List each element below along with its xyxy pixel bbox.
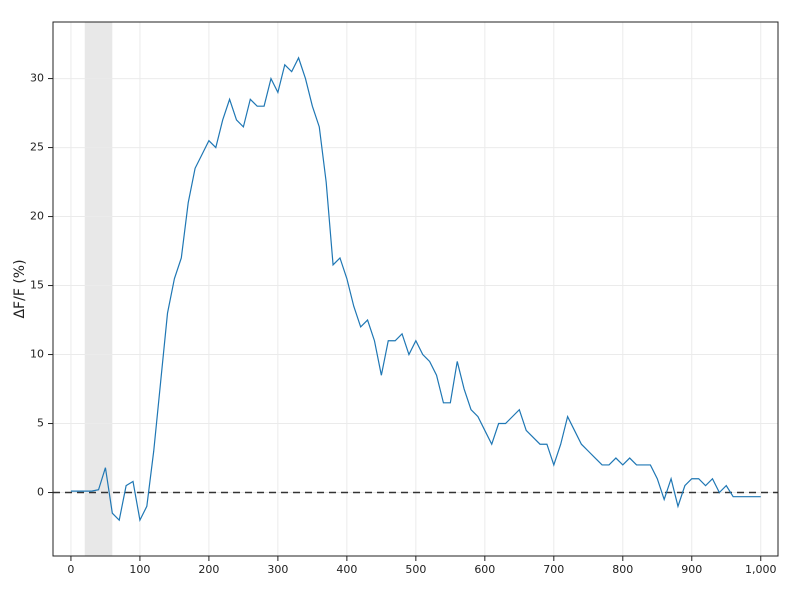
x-tick-label: 400 xyxy=(336,563,357,576)
y-tick-label: 0 xyxy=(37,486,44,499)
stimulus-span xyxy=(84,22,113,556)
x-tick-label: 500 xyxy=(405,563,426,576)
y-tick-label: 10 xyxy=(30,348,44,361)
y-tick-label: 30 xyxy=(30,72,44,85)
x-tick-label: 600 xyxy=(474,563,495,576)
x-tick-label: 900 xyxy=(681,563,702,576)
x-tick-label: 300 xyxy=(267,563,288,576)
y-axis-label: ΔF/F (%) xyxy=(12,259,28,318)
x-tick-label: 800 xyxy=(612,563,633,576)
data-line xyxy=(70,56,761,523)
y-tick-label: 15 xyxy=(30,279,44,292)
x-tick-label: 0 xyxy=(67,563,74,576)
y-tick-label: 25 xyxy=(30,141,44,154)
x-tick-label: 200 xyxy=(198,563,219,576)
x-tick-label: 100 xyxy=(129,563,150,576)
y-tick-label: 5 xyxy=(37,417,44,430)
y-tick-label: 20 xyxy=(30,210,44,223)
plot-frame xyxy=(52,21,779,557)
x-tick-label: 1,000 xyxy=(745,563,777,576)
x-tick-label: 700 xyxy=(543,563,564,576)
